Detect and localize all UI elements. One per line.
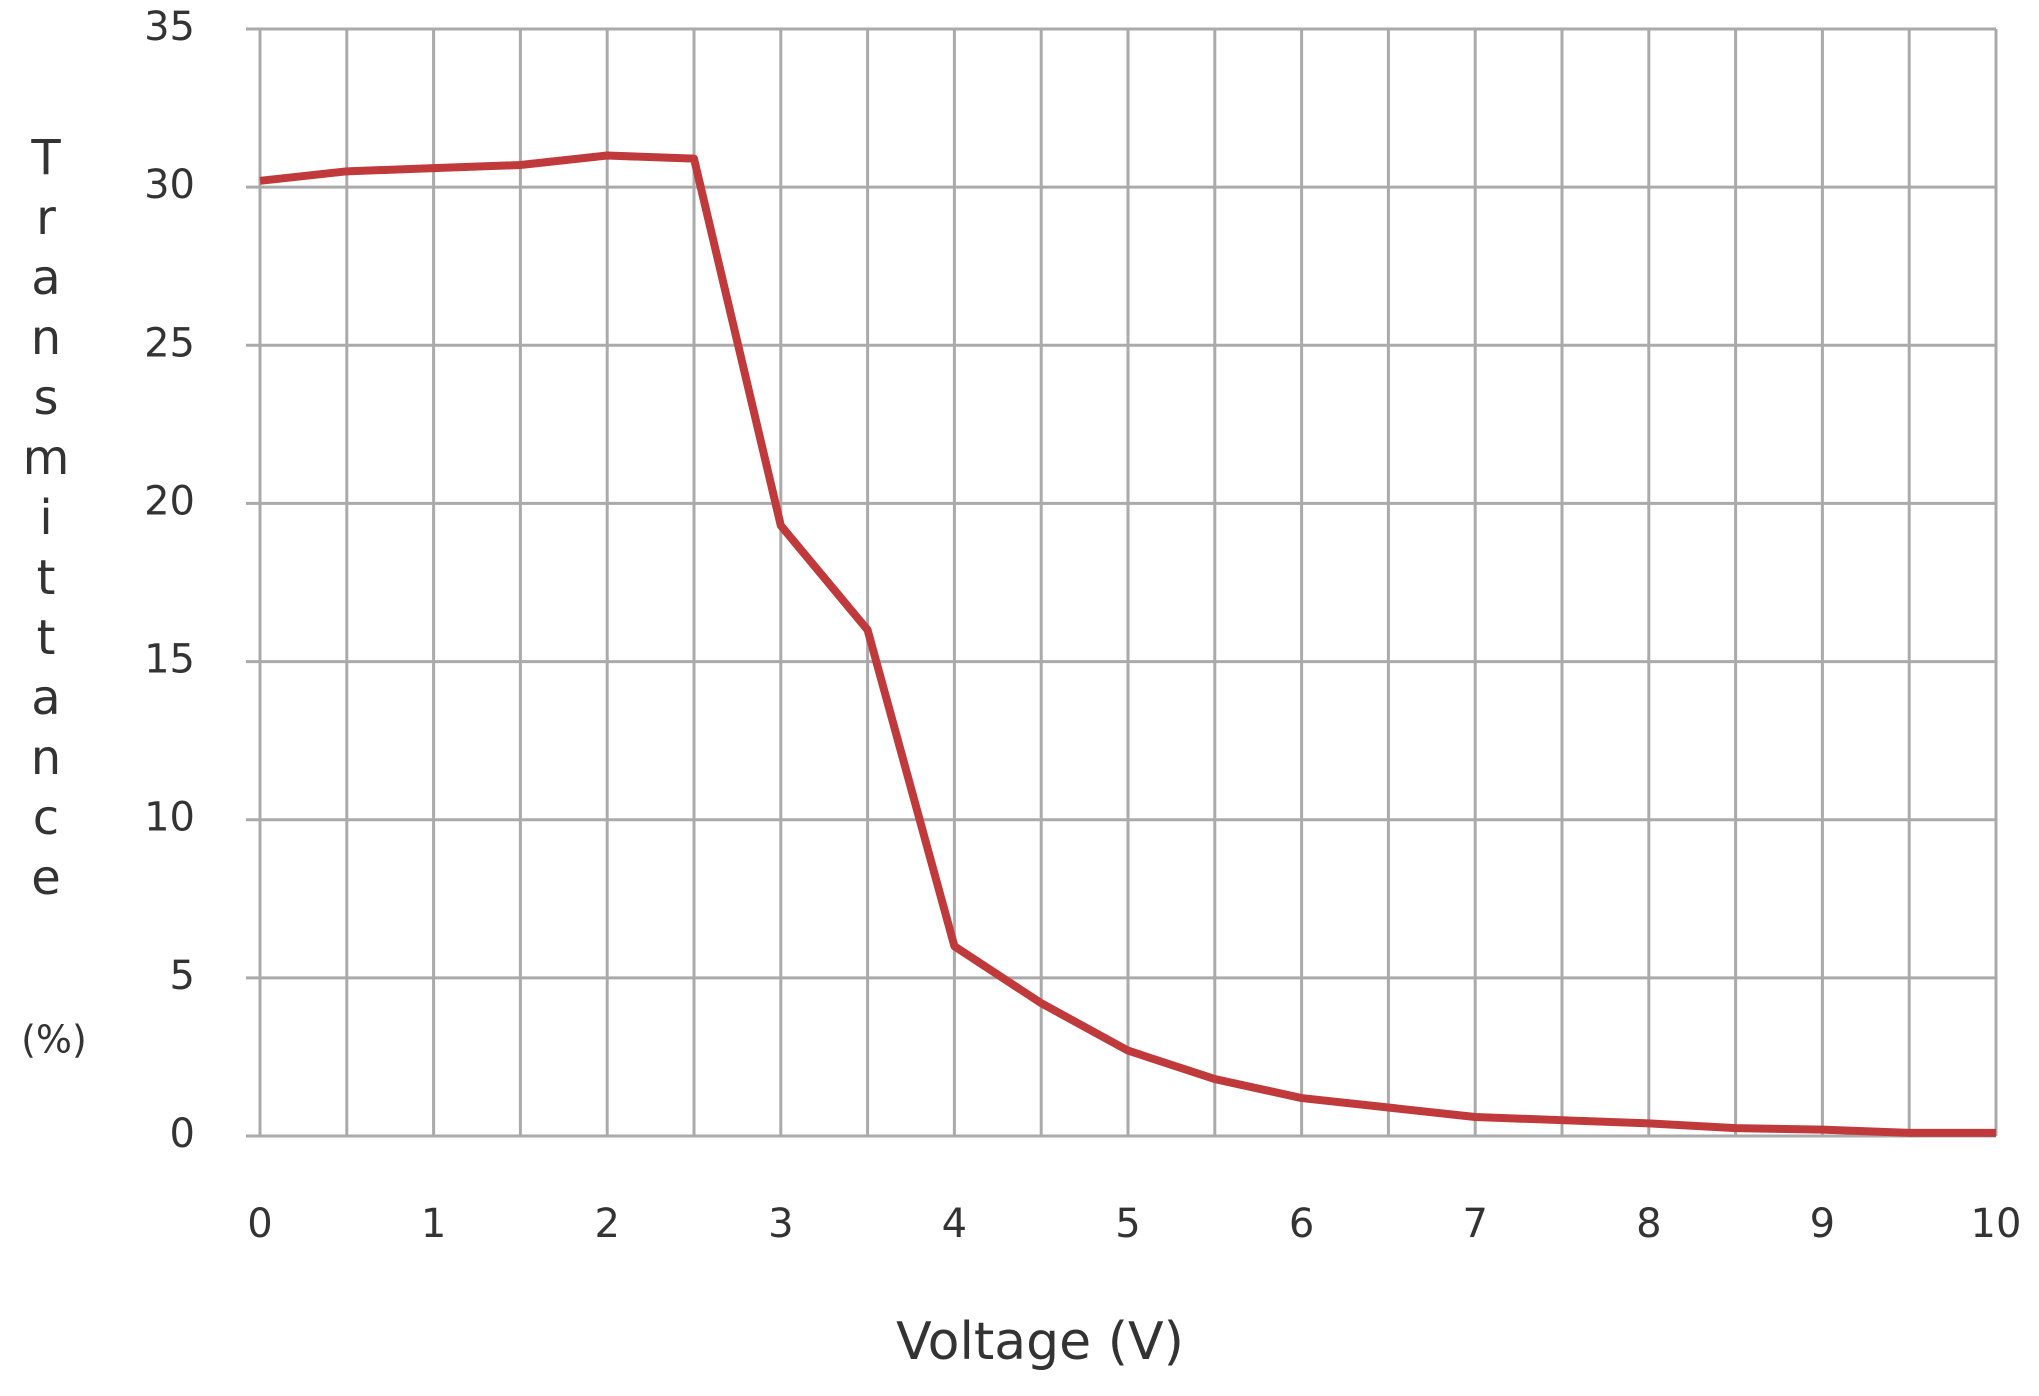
y-tick-label: 30: [144, 162, 195, 208]
y-tick-label: 20: [144, 478, 195, 524]
x-tick-label: 2: [594, 1201, 619, 1247]
y-tick-label: 5: [170, 953, 195, 999]
x-tick-label: 1: [421, 1201, 446, 1247]
x-tick-label: 8: [1636, 1201, 1661, 1247]
y-axis-unit: (%): [21, 1018, 87, 1062]
data-line: [259, 151, 1996, 1137]
x-tick-label: 9: [1810, 1201, 1835, 1247]
x-tick-label: 3: [768, 1201, 793, 1247]
x-tick-label: 6: [1289, 1201, 1314, 1247]
x-tick-label: 5: [1115, 1201, 1140, 1247]
x-tick-label: 7: [1462, 1201, 1487, 1247]
y-tick-label: 35: [144, 4, 195, 50]
y-tick-label: 10: [144, 795, 195, 841]
x-tick-label: 4: [942, 1201, 967, 1247]
y-tick-label: 15: [144, 637, 195, 683]
y-tick-label: 25: [144, 320, 195, 366]
x-tick-label: 0: [247, 1201, 272, 1247]
y-tick-label: 0: [170, 1111, 195, 1157]
x-axis-title: Voltage (V): [896, 1312, 1184, 1372]
x-tick-label: 10: [1971, 1201, 2022, 1247]
y-axis-title: Transmittance: [18, 130, 74, 910]
